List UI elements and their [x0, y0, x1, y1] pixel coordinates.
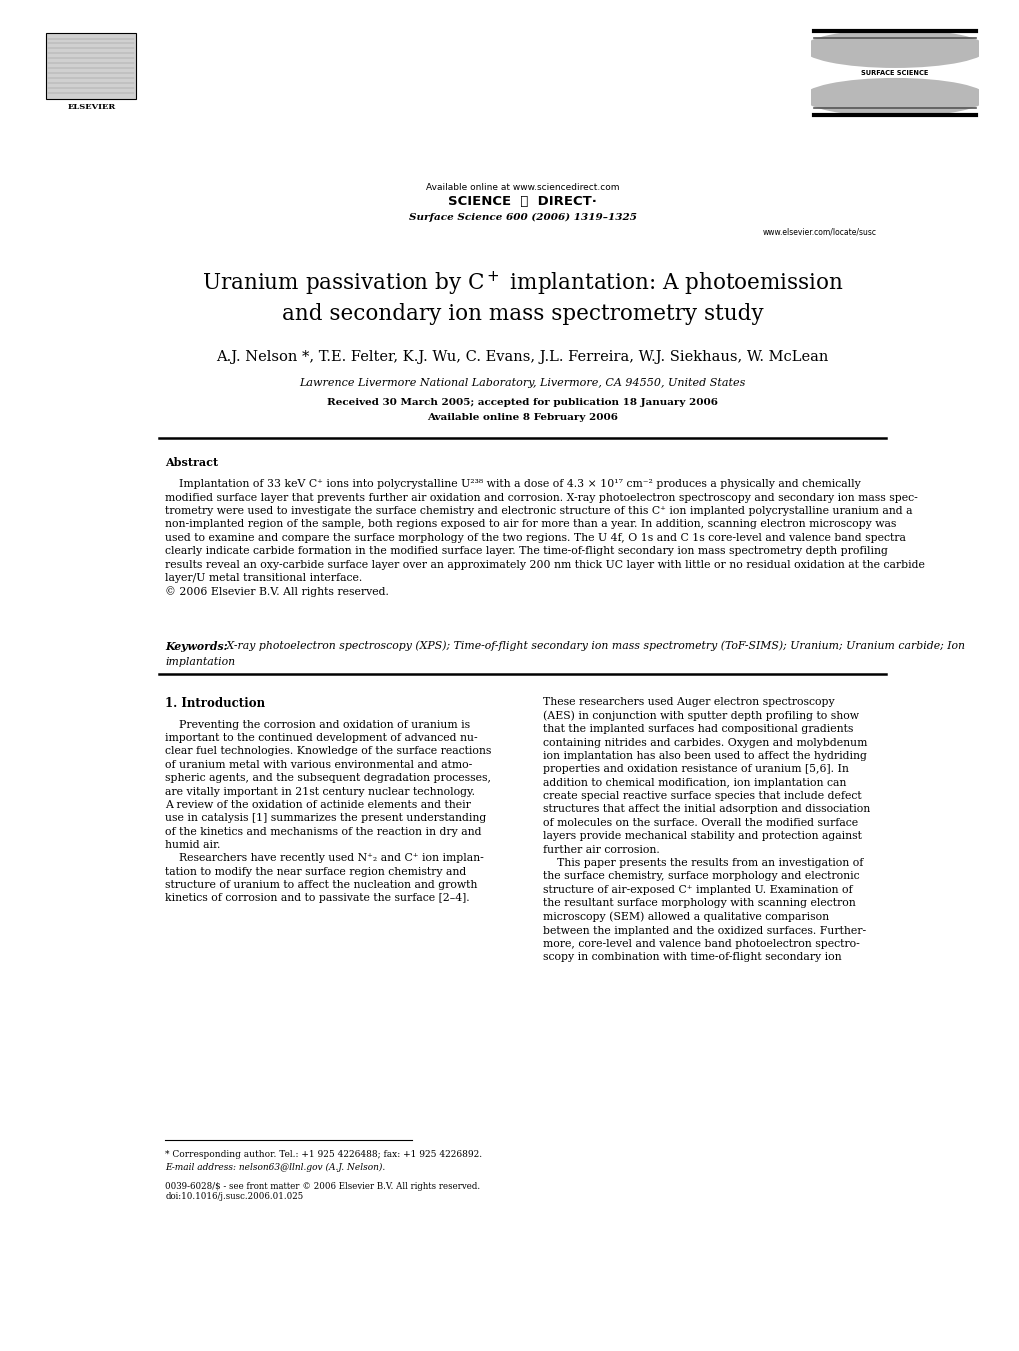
Text: Surface Science 600 (2006) 1319–1325: Surface Science 600 (2006) 1319–1325 — [409, 213, 636, 222]
Text: Lawrence Livermore National Laboratory, Livermore, CA 94550, United States: Lawrence Livermore National Laboratory, … — [300, 378, 745, 389]
Text: SURFACE SCIENCE: SURFACE SCIENCE — [860, 70, 928, 76]
Text: 1. Introduction: 1. Introduction — [165, 697, 265, 709]
Text: X-ray photoelectron spectroscopy (XPS); Time-of-flight secondary ion mass spectr: X-ray photoelectron spectroscopy (XPS); … — [223, 640, 964, 651]
Text: SCIENCE  ⓐ  DIRECT·: SCIENCE ⓐ DIRECT· — [448, 196, 596, 208]
Text: These researchers used Auger electron spectroscopy
(AES) in conjunction with spu: These researchers used Auger electron sp… — [542, 697, 869, 962]
Text: A.J. Nelson *, T.E. Felter, K.J. Wu, C. Evans, J.L. Ferreira, W.J. Siekhaus, W. : A.J. Nelson *, T.E. Felter, K.J. Wu, C. … — [216, 350, 828, 365]
FancyBboxPatch shape — [46, 34, 136, 99]
Text: Keywords:: Keywords: — [165, 640, 228, 651]
Text: and secondary ion mass spectrometry study: and secondary ion mass spectrometry stud… — [281, 303, 763, 324]
Ellipse shape — [802, 78, 986, 116]
Text: implantation: implantation — [165, 658, 235, 667]
Text: Received 30 March 2005; accepted for publication 18 January 2006: Received 30 March 2005; accepted for pub… — [327, 399, 717, 407]
Text: Available online 8 February 2006: Available online 8 February 2006 — [427, 413, 618, 422]
Text: Abstract: Abstract — [165, 457, 218, 467]
Text: Preventing the corrosion and oxidation of uranium is
important to the continued : Preventing the corrosion and oxidation o… — [165, 720, 491, 904]
Text: Implantation of 33 keV C⁺ ions into polycrystalline U²³⁸ with a dose of 4.3 × 10: Implantation of 33 keV C⁺ ions into poly… — [165, 480, 924, 597]
Text: Uranium passivation by C$^+$ implantation: A photoemission: Uranium passivation by C$^+$ implantatio… — [202, 269, 843, 297]
Text: 0039-6028/$ - see front matter © 2006 Elsevier B.V. All rights reserved.: 0039-6028/$ - see front matter © 2006 El… — [165, 1182, 480, 1190]
Ellipse shape — [802, 30, 986, 68]
Text: E-mail address: nelson63@llnl.gov (A.J. Nelson).: E-mail address: nelson63@llnl.gov (A.J. … — [165, 1163, 385, 1171]
Text: ELSEVIER: ELSEVIER — [67, 104, 116, 112]
Text: * Corresponding author. Tel.: +1 925 4226488; fax: +1 925 4226892.: * Corresponding author. Tel.: +1 925 422… — [165, 1151, 482, 1159]
Text: Available online at www.sciencedirect.com: Available online at www.sciencedirect.co… — [426, 182, 619, 192]
Text: www.elsevier.com/locate/susc: www.elsevier.com/locate/susc — [761, 228, 875, 236]
Text: doi:10.1016/j.susc.2006.01.025: doi:10.1016/j.susc.2006.01.025 — [165, 1192, 304, 1201]
